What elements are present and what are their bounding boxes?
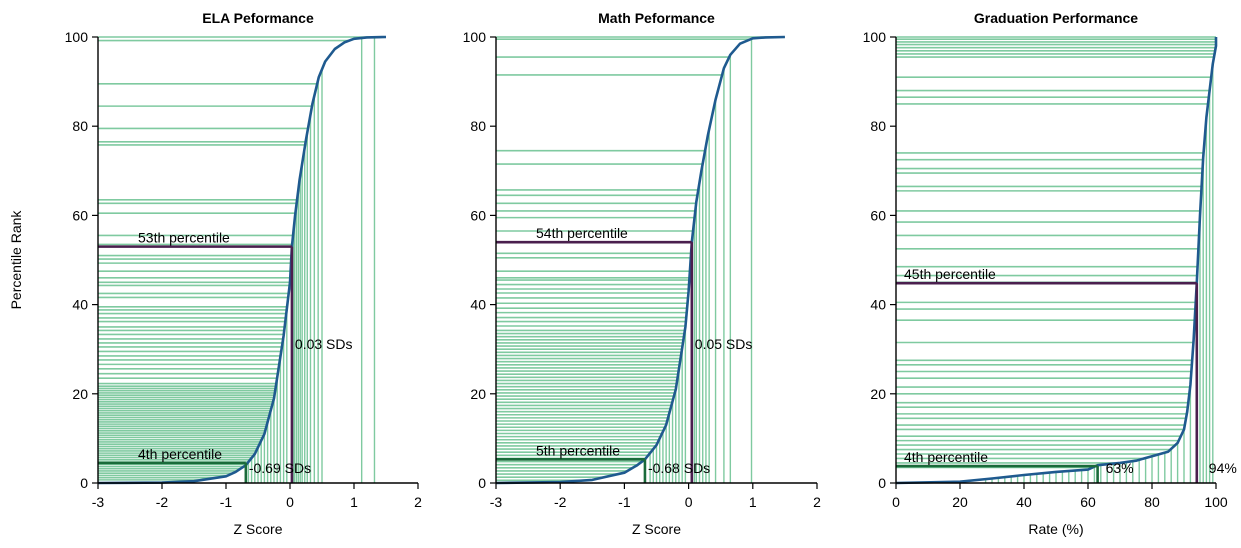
x-tick-label: -1 (220, 494, 233, 510)
marker-percentile-label: 4th percentile (138, 446, 222, 462)
x-tick-label: 20 (952, 494, 968, 510)
marker-percentile-label: 5th percentile (536, 442, 620, 458)
y-tick-label: 20 (870, 386, 886, 402)
x-tick-label: 40 (1016, 494, 1032, 510)
x-tick-label: 80 (1144, 494, 1160, 510)
x-tick-label: 60 (1080, 494, 1096, 510)
marker-percentile-label: 4th percentile (904, 449, 988, 465)
y-tick-label: 80 (470, 118, 486, 134)
y-axis-label: Percentile Rank (8, 210, 24, 310)
x-tick-label: 1 (749, 494, 757, 510)
cdf-curve (495, 35, 785, 485)
chart-title: Math Peformance (598, 10, 715, 26)
y-tick-label: 60 (870, 207, 886, 223)
chart-panel-3: 45th percentile 94% 4th percentile 63% 0 20 40… (863, 10, 1237, 537)
y-tick-label: 80 (72, 118, 88, 134)
marker-value-label: 0.03 SDs (295, 336, 353, 352)
y-tick-label: 0 (80, 475, 88, 491)
marker-value-label: 94% (1209, 460, 1237, 476)
y-tick-label: 40 (470, 297, 486, 313)
marker-percentile-label: 45th percentile (904, 266, 996, 282)
x-axis-label: Rate (%) (1028, 521, 1083, 537)
x-tick-label: 0 (286, 494, 294, 510)
marker-value-label: 0.05 SDs (695, 336, 753, 352)
chart-title: Graduation Performance (974, 10, 1138, 26)
y-tick-label: 0 (478, 475, 486, 491)
marker-percentile-label: 53th percentile (138, 230, 230, 246)
y-tick-label: 80 (870, 118, 886, 134)
x-axis-label: Z Score (233, 521, 282, 537)
marker-percentile-label: 54th percentile (536, 225, 628, 241)
x-tick-label: 0 (892, 494, 900, 510)
y-tick-label: 100 (863, 29, 887, 45)
y-tick-label: 60 (470, 207, 486, 223)
cdf-curve (895, 37, 1218, 485)
chart-panel-1: 53th percentile 0.03 SDs 4th percentile -0.… (65, 10, 422, 537)
x-tick-label: 1 (350, 494, 358, 510)
y-tick-label: 40 (72, 297, 88, 313)
marker-value-label: -0.68 SDs (648, 460, 710, 476)
y-tick-label: 100 (65, 29, 89, 45)
x-tick-label: -3 (92, 494, 105, 510)
cdf-curve (97, 35, 387, 485)
x-tick-label: 0 (685, 494, 693, 510)
x-tick-label: -2 (554, 494, 567, 510)
y-tick-label: 20 (470, 386, 486, 402)
marker-value-label: -0.69 SDs (249, 460, 311, 476)
y-tick-label: 60 (72, 207, 88, 223)
chart-panel-2: 54th percentile 0.05 SDs 5th percentile -0.… (463, 10, 821, 537)
x-axis-label: Z Score (632, 521, 681, 537)
marker-value-label: 63% (1106, 460, 1134, 476)
x-tick-label: 100 (1204, 494, 1228, 510)
y-tick-label: 20 (72, 386, 88, 402)
x-tick-label: -3 (490, 494, 503, 510)
x-tick-label: 2 (414, 494, 422, 510)
y-tick-label: 100 (463, 29, 487, 45)
chart-title: ELA Peformance (202, 10, 314, 26)
x-tick-label: -1 (618, 494, 631, 510)
x-tick-label: -2 (156, 494, 169, 510)
y-tick-label: 0 (878, 475, 886, 491)
y-tick-label: 40 (870, 297, 886, 313)
x-tick-label: 2 (813, 494, 821, 510)
